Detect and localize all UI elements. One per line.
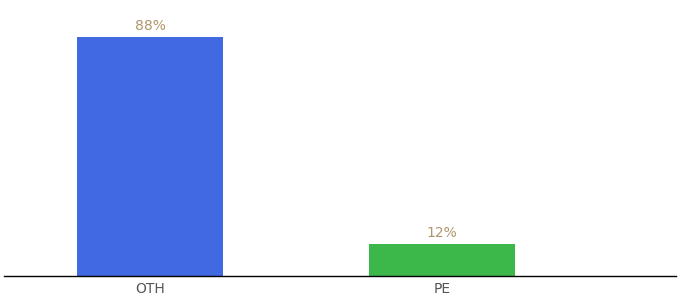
Bar [77, 37, 223, 276]
Bar [369, 244, 515, 276]
Text: 12%: 12% [427, 226, 458, 239]
Text: 88%: 88% [135, 19, 166, 33]
